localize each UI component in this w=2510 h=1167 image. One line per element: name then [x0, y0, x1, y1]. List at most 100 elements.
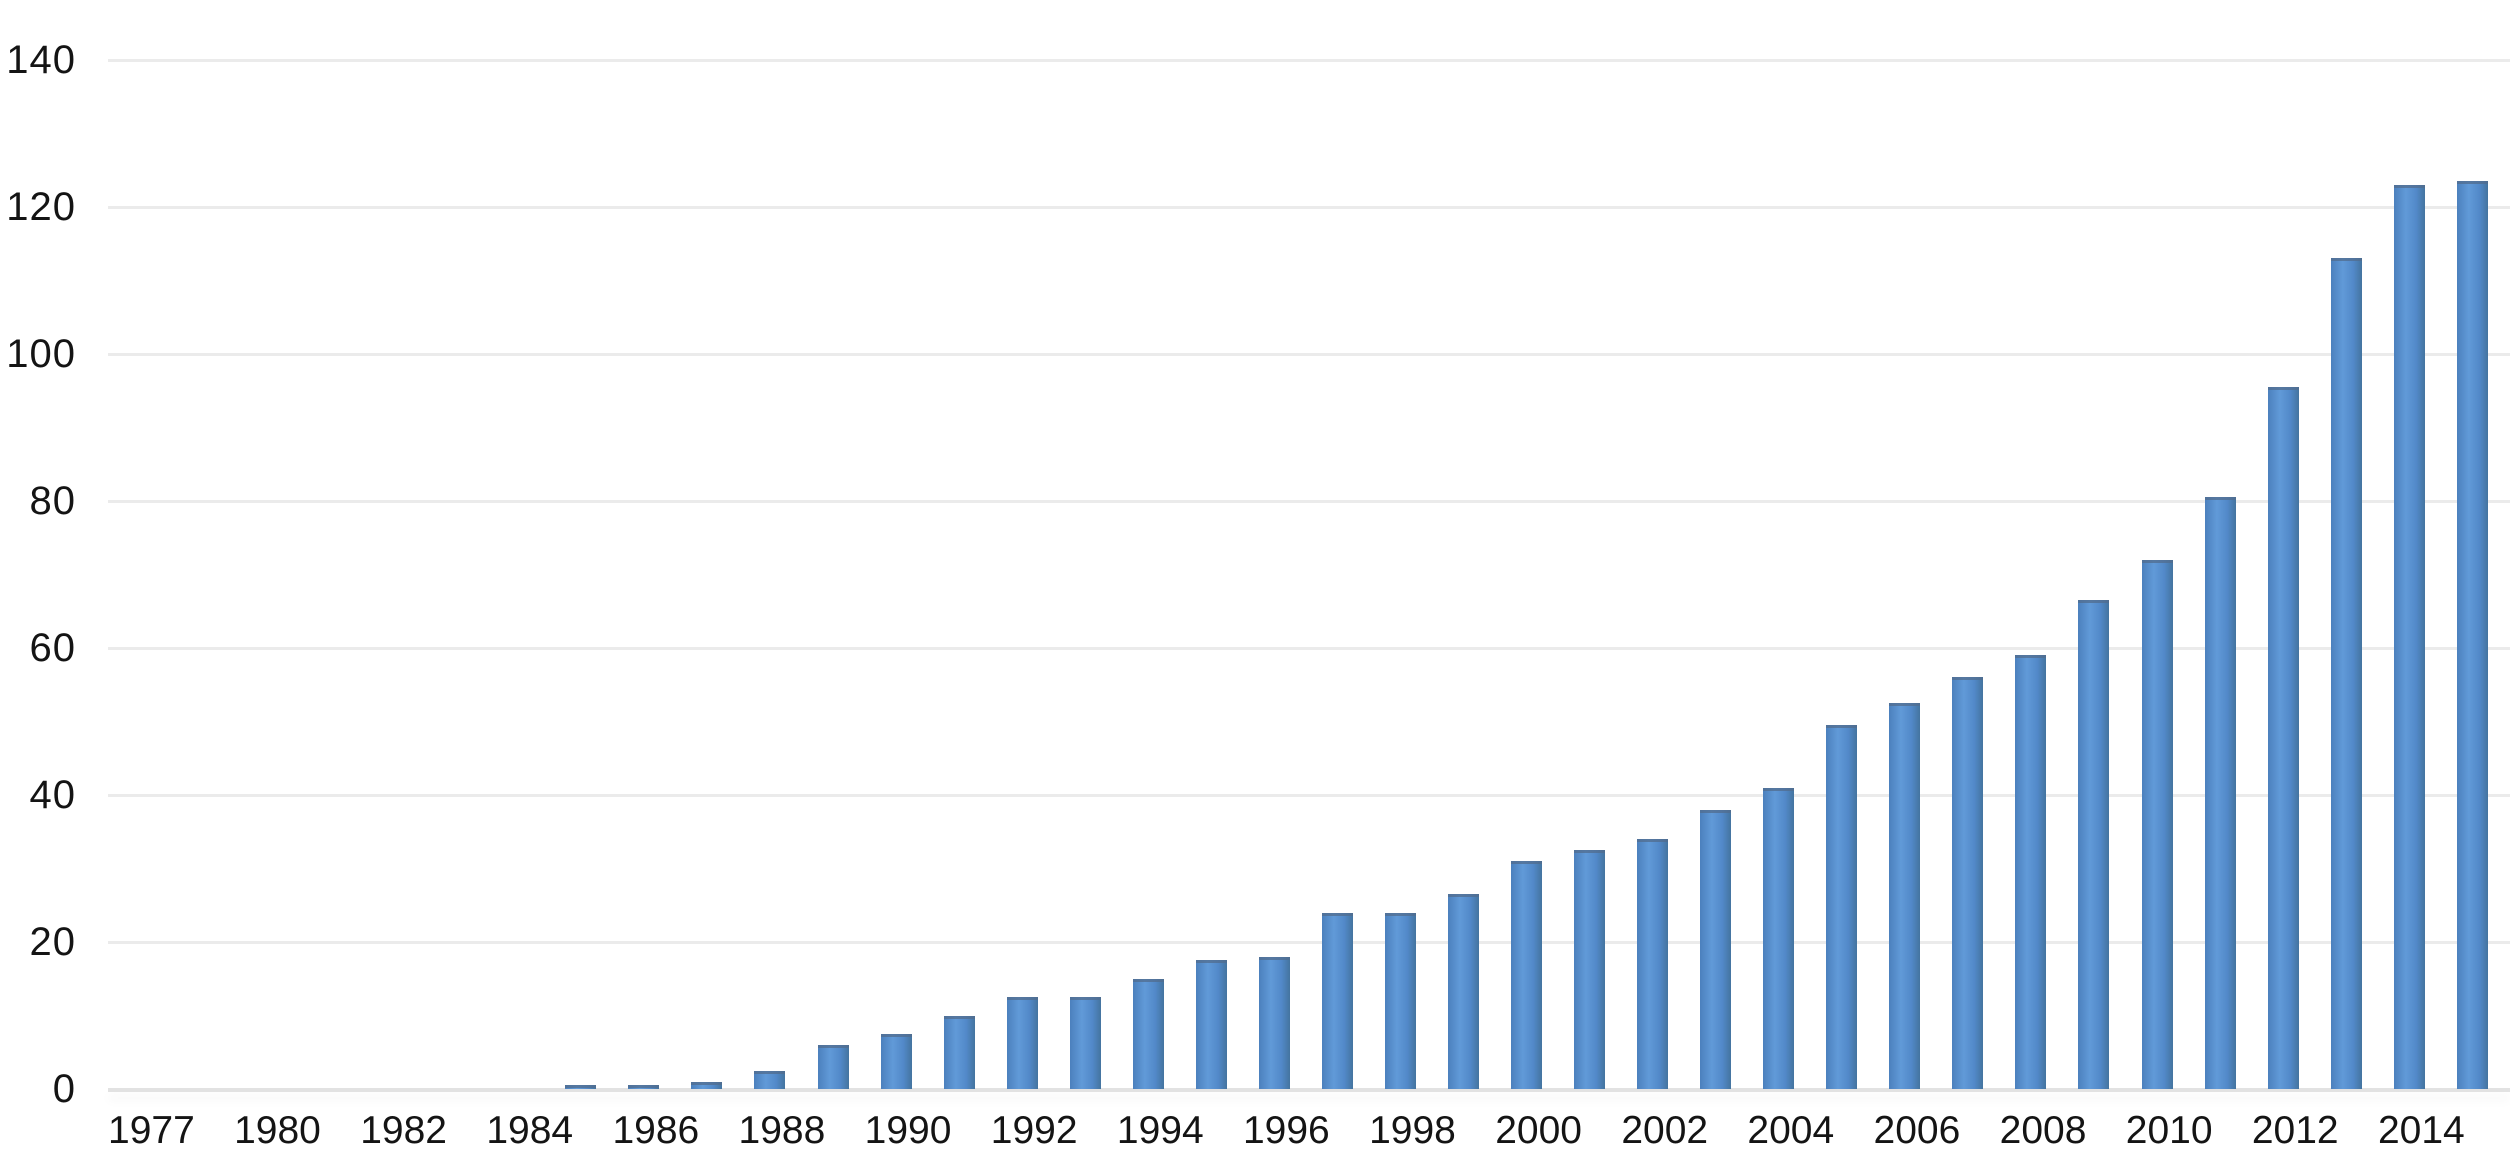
bar-slot-1984 — [486, 0, 549, 1089]
x-tick-label-2002: 2002 — [1621, 1109, 1709, 1152]
bar-slot-1983 — [423, 0, 486, 1089]
bar-2013 — [2330, 258, 2362, 1089]
bar-slot-2012 — [2252, 0, 2315, 1089]
bar-slot-2015 — [2441, 0, 2504, 1089]
bar-slot-2014 — [2378, 0, 2441, 1089]
bar-slot-1989 — [802, 0, 865, 1089]
y-tick-label-40: 40 — [29, 773, 76, 817]
bar-1988 — [754, 1070, 786, 1089]
bar-slot-2008 — [1999, 0, 2062, 1089]
bar-2003 — [1700, 809, 1732, 1089]
bar-slot-1999 — [1432, 0, 1495, 1089]
x-tick-label-1988: 1988 — [738, 1109, 826, 1152]
x-tick-label-1981 — [321, 1108, 360, 1154]
x-tick-label-1989 — [825, 1108, 864, 1154]
bar-slot-2013 — [2315, 0, 2378, 1089]
bar-2002 — [1637, 839, 1669, 1089]
gridline-0 — [108, 1088, 2510, 1092]
x-tick-label-1998: 1998 — [1369, 1109, 1456, 1152]
bar-slot-2001 — [1558, 0, 1621, 1089]
gridline-60 — [108, 647, 2510, 650]
bar-slot-1996 — [1243, 0, 1306, 1089]
x-tick-label-2014: 2014 — [2377, 1109, 2465, 1152]
bar-2006 — [1889, 703, 1921, 1089]
bar-1995 — [1195, 960, 1227, 1089]
x-tick-label-2013 — [2339, 1108, 2378, 1154]
x-tick-label-1999 — [1456, 1108, 1495, 1154]
bar-2005 — [1826, 725, 1858, 1089]
x-tick-label-1991 — [951, 1108, 990, 1154]
x-tick-label-1987 — [699, 1108, 738, 1154]
x-tick-label-1995 — [1204, 1108, 1243, 1154]
bar-slot-2003 — [1684, 0, 1747, 1089]
bar-slot-1981 — [297, 0, 360, 1089]
x-tick-label-2007 — [1960, 1108, 1999, 1154]
x-tick-label-2000: 2000 — [1495, 1109, 1582, 1152]
bar-1989 — [817, 1044, 849, 1089]
bar-1999 — [1448, 894, 1479, 1089]
bar-slot-1990 — [865, 0, 928, 1089]
bar-slot-1998 — [1369, 0, 1432, 1089]
bar-1991 — [943, 1015, 975, 1089]
x-tick-label-2005 — [1834, 1108, 1873, 1154]
gridline-140 — [108, 59, 2510, 62]
bar-slot-2006 — [1873, 0, 1936, 1089]
bar-1992 — [1006, 997, 1038, 1089]
gridline-100 — [108, 353, 2510, 356]
bar-slot-1979 — [171, 0, 234, 1089]
bar-slot-2004 — [1747, 0, 1810, 1089]
bar-2012 — [2267, 387, 2299, 1089]
bar-1985 — [565, 1085, 597, 1089]
bar-2000 — [1511, 861, 1543, 1089]
y-tick-label-140: 140 — [6, 38, 76, 82]
bar-slot-1987 — [675, 0, 738, 1089]
gridline-40 — [108, 794, 2510, 797]
x-tick-label-2015 — [2465, 1108, 2504, 1154]
bar-slot-1985 — [549, 0, 612, 1089]
x-tick-label-2009 — [2086, 1108, 2125, 1154]
x-tick-label-1986: 1986 — [612, 1109, 700, 1152]
x-tick-label-1983 — [447, 1108, 486, 1154]
bar-2015 — [2456, 181, 2488, 1089]
bar-slot-1993 — [1054, 0, 1117, 1089]
x-tick-label-1980: 1980 — [234, 1109, 321, 1152]
bar-1998 — [1384, 912, 1416, 1089]
bar-slot-2002 — [1621, 0, 1684, 1089]
bar-slot-1994 — [1117, 0, 1180, 1089]
y-tick-label-60: 60 — [29, 626, 76, 670]
bar-slot-2011 — [2189, 0, 2252, 1089]
y-tick-label-80: 80 — [29, 479, 76, 523]
bar-1994 — [1132, 978, 1164, 1089]
bar-slot-2010 — [2126, 0, 2189, 1089]
y-tick-label-120: 120 — [6, 185, 76, 229]
x-tick-label-1996: 1996 — [1242, 1109, 1330, 1152]
bar-slot-1988 — [738, 0, 801, 1089]
x-tick-label-2003 — [1708, 1108, 1747, 1154]
bar-1990 — [880, 1033, 912, 1089]
bar-slot-1992 — [991, 0, 1054, 1089]
x-tick-label-2010: 2010 — [2125, 1109, 2213, 1152]
gridline-80 — [108, 500, 2510, 503]
x-axis: 1977 1980 1982 1984 1986 1988 1990 1992 1994 1996… — [108, 1108, 2504, 1154]
bar-slot-1997 — [1306, 0, 1369, 1089]
x-tick-label-1982: 1982 — [360, 1109, 447, 1152]
x-tick-label-1992: 1992 — [990, 1109, 1078, 1152]
x-tick-label-2012: 2012 — [2251, 1109, 2339, 1152]
bar-slot-1980 — [234, 0, 297, 1089]
bar-slot-2009 — [2062, 0, 2125, 1089]
bar-1996 — [1258, 956, 1290, 1089]
x-tick-label-1984: 1984 — [486, 1109, 574, 1152]
x-tick-label-1997 — [1330, 1108, 1369, 1154]
gridline-120 — [108, 206, 2510, 209]
x-tick-label-2006: 2006 — [1873, 1109, 1961, 1152]
bar-slot-1977 — [108, 0, 171, 1089]
x-tick-label-1979 — [195, 1108, 234, 1154]
x-tick-label-1990: 1990 — [864, 1109, 952, 1152]
x-tick-label-1994: 1994 — [1116, 1109, 1204, 1152]
x-tick-label-2004: 2004 — [1747, 1109, 1835, 1152]
y-tick-label-100: 100 — [6, 332, 76, 376]
x-tick-label-1985 — [573, 1108, 612, 1154]
bar-2010 — [2141, 559, 2173, 1089]
gridlines — [108, 0, 2510, 1167]
